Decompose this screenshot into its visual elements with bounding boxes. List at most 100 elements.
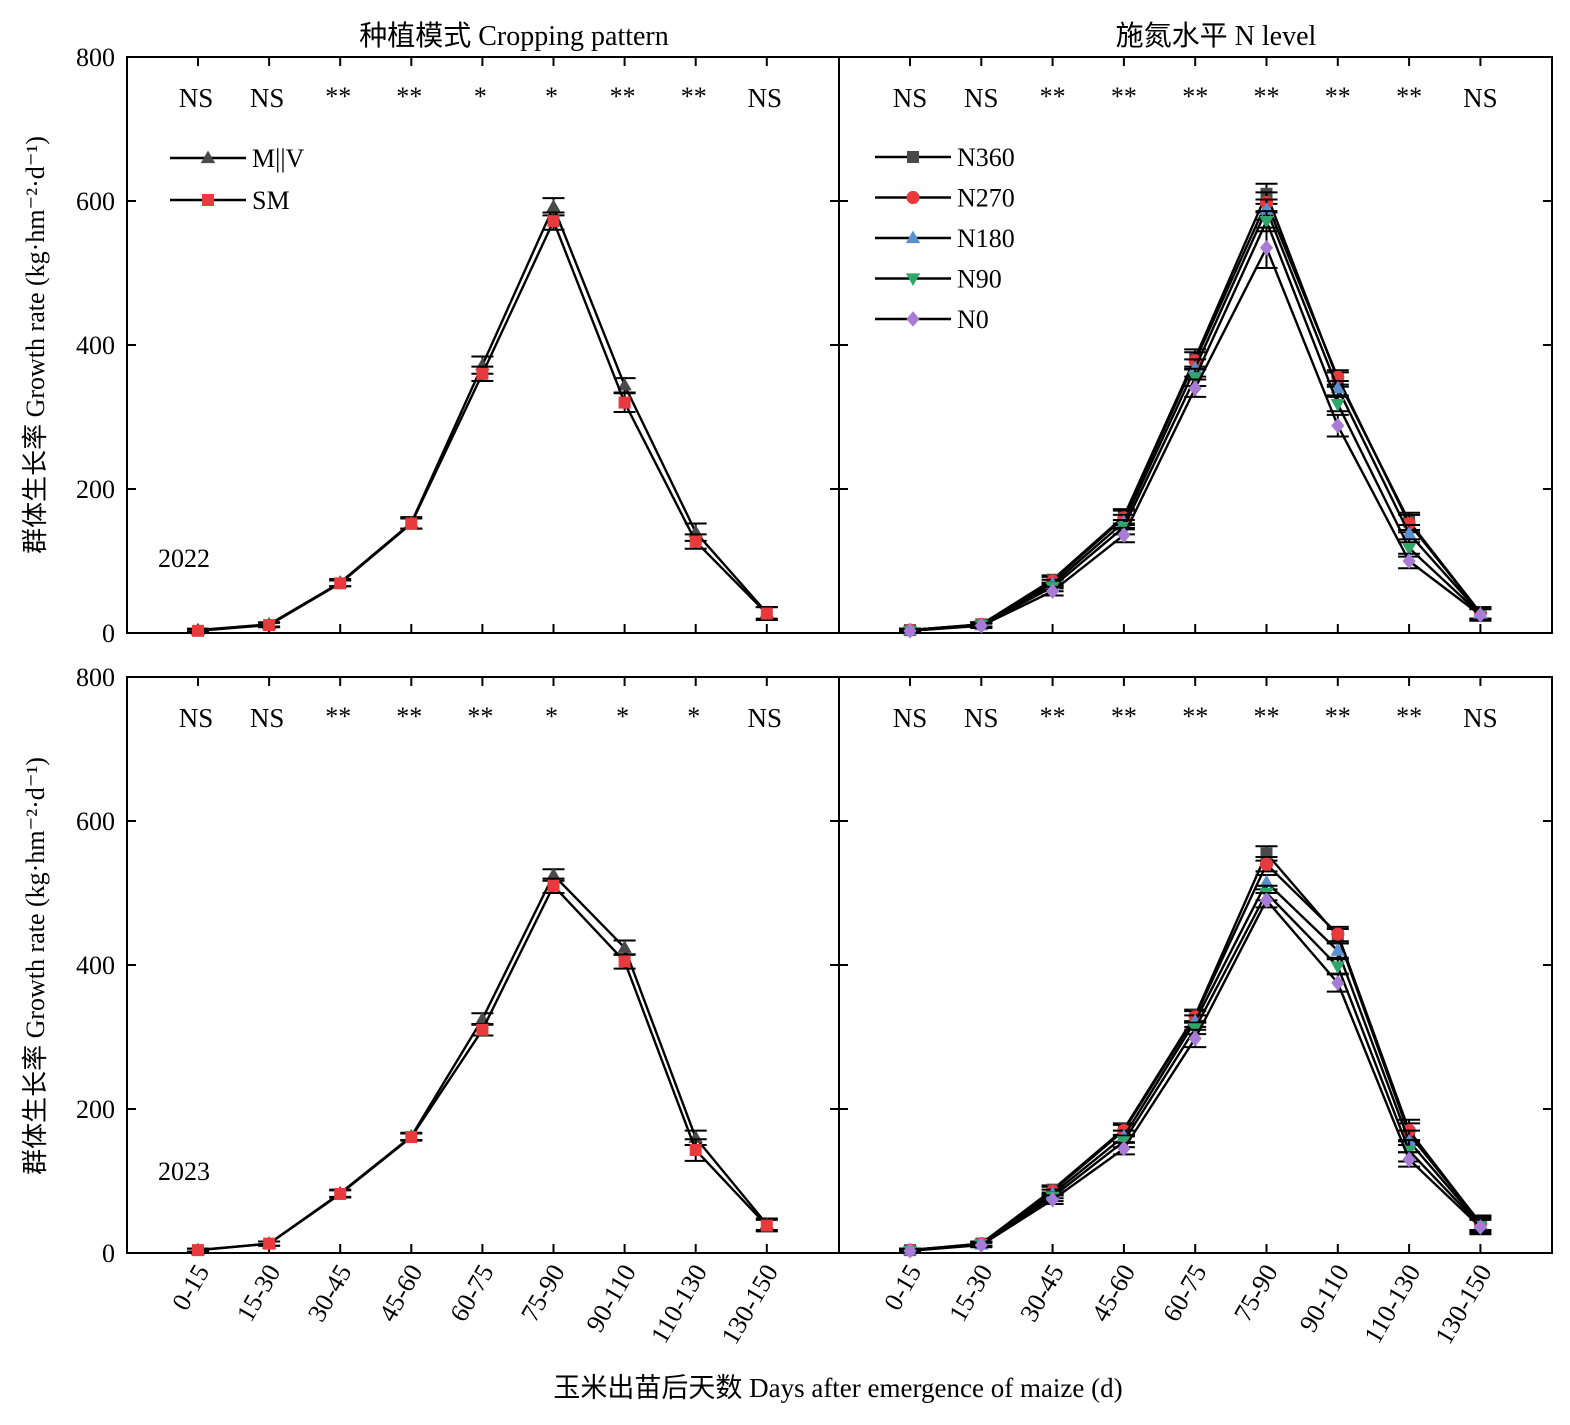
y-tick-label: 200 [76, 475, 115, 504]
series-0 [899, 845, 1492, 1257]
legend: M||V SM [170, 144, 305, 215]
significance-mark: NS [1463, 703, 1498, 733]
series-line [909, 192, 1482, 632]
data-point [1330, 943, 1345, 956]
series-line [909, 852, 1482, 1252]
legend-marker [905, 273, 921, 286]
data-point [1046, 583, 1060, 600]
legend-label: SM [252, 186, 290, 215]
col-title-cropping: 种植模式 Cropping pattern [359, 20, 669, 52]
data-point [476, 1023, 489, 1036]
legend-label: N180 [957, 224, 1015, 253]
significance-mark: ** [396, 82, 422, 111]
data-point [1046, 1191, 1060, 1208]
x-tick-label: 30-45 [1014, 1260, 1069, 1327]
series-0 [187, 867, 778, 1256]
data-point [546, 867, 561, 881]
data-point [1188, 1030, 1202, 1047]
data-point [1473, 607, 1487, 623]
x-tick-label: 130-150 [1429, 1260, 1497, 1350]
significance-mark: NS [964, 83, 999, 113]
panel-frame [126, 676, 840, 1254]
series-line [909, 891, 1482, 1253]
significance-mark: NS [964, 703, 999, 733]
data-point [405, 517, 418, 530]
data-point [192, 624, 204, 637]
data-point [405, 1131, 418, 1144]
x-tick-label: 15-30 [231, 1260, 286, 1327]
legend-marker [905, 230, 921, 244]
data-point [760, 607, 773, 620]
panel-1: NS NS ** ** ** ** ** ** NS N360 N270 N180 N90 N0 [838, 56, 1553, 639]
panel-frame [838, 676, 1553, 1254]
data-point [1259, 216, 1274, 229]
significance-mark: ** [1182, 82, 1208, 111]
data-point [1402, 1151, 1416, 1168]
significance-mark: ** [325, 702, 351, 731]
y-axis-label-bottom: 群体生长率 Growth rate (kg·hm⁻²·d⁻¹) [21, 757, 50, 1175]
legend-marker [907, 151, 919, 163]
significance-mark: ** [1111, 702, 1137, 731]
legend-label: N90 [957, 265, 1002, 294]
significance-mark: ** [1254, 702, 1280, 731]
data-point [1330, 961, 1345, 974]
series-3 [899, 884, 1492, 1259]
legend-marker [906, 190, 920, 205]
x-axis-label: 玉米出苗后天数 Days after emergence of maize (d… [553, 1373, 1122, 1403]
significance-mark: NS [893, 83, 928, 113]
data-point [760, 1219, 773, 1232]
significance-mark: ** [396, 702, 422, 731]
data-point [1331, 417, 1345, 434]
data-point [263, 1237, 276, 1250]
x-tick-label: 45-60 [1086, 1260, 1141, 1327]
significance-mark: NS [893, 703, 928, 733]
significance-mark: ** [1325, 702, 1351, 731]
significance-mark: NS [748, 83, 783, 113]
data-point [617, 940, 632, 953]
significance-mark: ** [1040, 82, 1066, 111]
data-point [1330, 380, 1345, 394]
data-point [974, 618, 988, 634]
panel-frame [126, 56, 840, 634]
significance-mark: ** [325, 82, 351, 111]
data-point [903, 1243, 917, 1259]
data-point [1401, 526, 1417, 539]
significance-mark: ** [1396, 702, 1422, 731]
legend-marker [200, 150, 216, 164]
data-point [476, 367, 489, 380]
legend-label: N360 [957, 143, 1015, 172]
data-point [263, 619, 276, 632]
series-line [197, 873, 768, 1252]
series-1 [187, 877, 778, 1257]
panel-frame [838, 56, 1553, 634]
x-tick-label: 90-110 [580, 1260, 641, 1337]
x-tick-label: 0-15 [878, 1260, 927, 1316]
data-point [1117, 527, 1131, 543]
data-point [1473, 1219, 1487, 1235]
panel-2: 0 200 400 600 800 0-15 15-30 30-45 45-60 60-75 75-… [76, 663, 840, 1349]
y-tick-label: 0 [102, 1239, 115, 1268]
data-point [547, 215, 560, 228]
significance-mark: ** [1396, 82, 1422, 111]
data-point [903, 623, 917, 639]
series-line [197, 205, 768, 632]
y-tick-label: 600 [76, 187, 115, 216]
data-point [192, 1244, 204, 1257]
x-tick-label: 0-15 [166, 1260, 215, 1316]
y-tick-label: 800 [76, 663, 115, 692]
data-point [689, 1144, 702, 1157]
significance-mark: * [687, 702, 700, 731]
series-4 [899, 892, 1492, 1259]
data-point [1188, 380, 1202, 396]
x-tick-label: 75-90 [1228, 1260, 1283, 1327]
significance-mark: ** [1254, 82, 1280, 111]
data-point [1259, 892, 1274, 908]
series-1 [899, 191, 1492, 637]
y-tick-label: 400 [76, 331, 115, 360]
year-label: 2022 [158, 544, 210, 573]
series-line [909, 246, 1482, 633]
significance-mark: ** [467, 702, 493, 731]
x-tick-label: 30-45 [302, 1260, 357, 1327]
data-point [334, 577, 347, 590]
x-tick-label: 110-130 [1358, 1260, 1426, 1349]
